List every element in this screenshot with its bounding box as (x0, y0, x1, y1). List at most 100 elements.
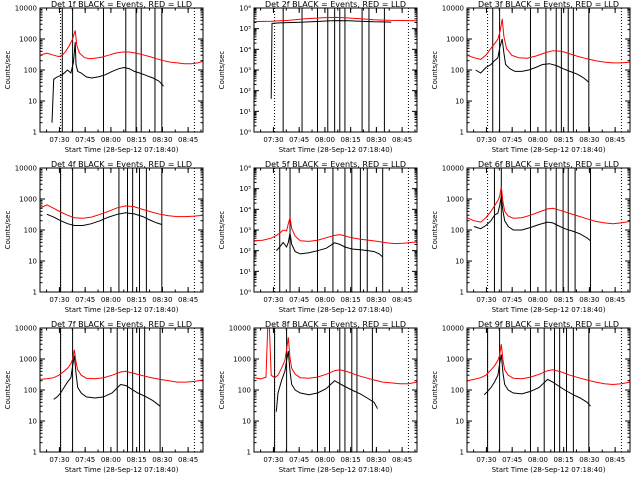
y-axis-label: Counts/sec (218, 371, 226, 410)
x-tick-label: 08:15 (341, 456, 361, 464)
plot-frame (466, 167, 631, 293)
panels-group: Det 1f BLACK = Events, RED = LLD Counts/s… (4, 0, 631, 474)
x-tick-label: 08:30 (579, 296, 599, 304)
series-events-line (275, 351, 378, 412)
series-events-line (475, 38, 590, 83)
y-tick-label: 10000 (442, 5, 464, 13)
x-tick-label: 08:30 (366, 136, 386, 144)
x-tick-label: 07:45 (502, 456, 522, 464)
x-tick-label: 08:45 (392, 456, 412, 464)
series-lld-line (40, 30, 203, 65)
x-tick-label: 08:30 (366, 456, 386, 464)
y-tick-label: 100 (451, 67, 464, 75)
x-tick-label: 08:15 (127, 456, 147, 464)
x-tick-label: 07:45 (75, 136, 95, 144)
x-tick-label: 08:15 (554, 136, 574, 144)
x-axis-label: Start Time (28-Sep-12 07:18:40) (492, 306, 606, 314)
y-tick-label: 10000 (15, 165, 37, 173)
x-tick-label: 08:45 (392, 136, 412, 144)
panel-det-3: Det 3f BLACK = Events, RED = LLD Counts/s… (431, 0, 631, 154)
series-lld-line (254, 217, 417, 245)
x-tick-label: 07:45 (502, 136, 522, 144)
x-tick-label: 07:45 (502, 296, 522, 304)
plot-frame (39, 7, 204, 133)
series-lld-line (467, 186, 630, 225)
y-tick-label: 10⁴ (239, 206, 251, 214)
y-tick-label: 10³ (239, 67, 251, 75)
panel-det-4: Det 4f BLACK = Events, RED = LLD Counts/s… (4, 160, 204, 314)
y-tick-label: 10 (28, 258, 37, 266)
x-tick-label: 08:45 (178, 296, 198, 304)
panel-title: Det 8f BLACK = Events, RED = LLD (265, 320, 406, 329)
panel-det-8: Det 8f BLACK = Events, RED = LLD Counts/s… (218, 320, 418, 474)
series-lld-line (254, 328, 417, 385)
panel-det-1: Det 1f BLACK = Events, RED = LLD Counts/s… (4, 0, 204, 154)
y-tick-label: 1 (33, 449, 37, 457)
x-tick-label: 08:45 (178, 456, 198, 464)
y-tick-label: 10¹ (239, 108, 251, 116)
y-tick-label: 1000 (446, 356, 464, 364)
y-tick-label: 10¹ (239, 268, 251, 276)
x-tick-label: 08:00 (315, 296, 335, 304)
x-tick-label: 08:15 (127, 136, 147, 144)
plot-frame (466, 7, 631, 133)
x-tick-label: 08:00 (315, 136, 335, 144)
x-tick-label: 08:00 (101, 296, 121, 304)
series-lld-line (467, 18, 630, 64)
x-tick-label: 08:30 (152, 136, 172, 144)
x-tick-label: 08:15 (554, 296, 574, 304)
y-tick-label: 10000 (442, 165, 464, 173)
x-tick-label: 08:00 (528, 456, 548, 464)
x-axis-label: Start Time (28-Sep-12 07:18:40) (492, 146, 606, 154)
y-tick-label: 10² (239, 87, 251, 95)
x-tick-label: 08:00 (101, 456, 121, 464)
y-tick-label: 1000 (446, 36, 464, 44)
series-lld-line (467, 344, 630, 386)
x-axis-label: Start Time (28-Sep-12 07:18:40) (65, 146, 179, 154)
x-tick-label: 07:45 (75, 296, 95, 304)
series-events-line (483, 354, 591, 407)
x-tick-label: 07:30 (263, 296, 283, 304)
y-tick-label: 10000 (442, 325, 464, 333)
y-tick-label: 1 (33, 129, 37, 137)
y-tick-label: 100 (238, 387, 251, 395)
y-tick-label: 1000 (446, 196, 464, 204)
y-tick-label: 10000 (15, 5, 37, 13)
series-events-line (53, 355, 161, 407)
panel-title: Det 4f BLACK = Events, RED = LLD (51, 160, 192, 169)
y-tick-label: 1 (33, 289, 37, 297)
series-events-line (473, 196, 591, 242)
plot-frame (253, 7, 418, 133)
y-tick-label: 1 (247, 449, 251, 457)
y-tick-label: 100 (24, 67, 37, 75)
x-tick-label: 07:30 (476, 456, 496, 464)
y-axis-label: Counts/sec (218, 51, 226, 90)
y-tick-label: 1 (460, 129, 464, 137)
y-tick-label: 10 (28, 418, 37, 426)
y-axis-label: Counts/sec (4, 371, 12, 410)
x-tick-label: 08:30 (152, 296, 172, 304)
panel-det-9: Det 9f BLACK = Events, RED = LLD Counts/s… (431, 320, 631, 474)
y-tick-label: 1 (460, 449, 464, 457)
y-tick-label: 1 (460, 289, 464, 297)
y-tick-label: 1000 (19, 196, 37, 204)
y-axis-label: Counts/sec (431, 51, 439, 90)
y-tick-label: 10⁰ (239, 129, 251, 137)
y-tick-label: 10 (455, 98, 464, 106)
y-tick-label: 10⁵ (239, 25, 251, 33)
x-tick-label: 08:30 (579, 136, 599, 144)
y-tick-label: 10 (455, 258, 464, 266)
series-lld-line (254, 16, 417, 23)
x-axis-label: Start Time (28-Sep-12 07:18:40) (65, 306, 179, 314)
y-tick-label: 100 (451, 387, 464, 395)
x-tick-label: 08:45 (178, 136, 198, 144)
x-tick-label: 07:45 (289, 136, 309, 144)
y-axis-label: Counts/sec (4, 211, 12, 250)
x-tick-label: 07:30 (263, 456, 283, 464)
x-tick-label: 07:30 (263, 136, 283, 144)
x-tick-label: 08:45 (605, 136, 625, 144)
y-tick-label: 1000 (19, 36, 37, 44)
x-tick-label: 08:15 (127, 296, 147, 304)
x-tick-label: 08:00 (528, 296, 548, 304)
